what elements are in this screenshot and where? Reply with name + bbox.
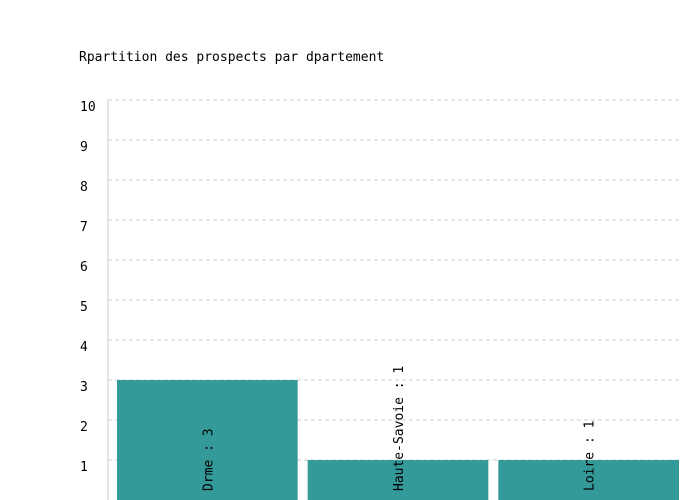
y-tick-label: 3 bbox=[80, 380, 88, 395]
y-tick-label: 2 bbox=[80, 420, 88, 435]
y-tick-label: 8 bbox=[80, 180, 88, 195]
chart-title: Rpartition des prospects par dpartement bbox=[79, 50, 385, 65]
bar-data-label: Drme : 3 bbox=[201, 428, 216, 491]
bar-data-label: Loire : 1 bbox=[583, 421, 598, 491]
y-tick-label: 9 bbox=[80, 140, 88, 155]
bar bbox=[498, 460, 679, 500]
y-tick-label: 1 bbox=[80, 460, 88, 475]
bar bbox=[117, 380, 298, 500]
bar-data-label: Haute-Savoie : 1 bbox=[392, 366, 407, 491]
y-tick-label: 4 bbox=[80, 340, 88, 355]
y-tick-label: 6 bbox=[80, 260, 88, 275]
bar bbox=[307, 460, 489, 500]
y-tick-label: 5 bbox=[80, 300, 88, 315]
y-tick-label: 10 bbox=[80, 100, 96, 115]
y-tick-label: 7 bbox=[80, 220, 88, 235]
